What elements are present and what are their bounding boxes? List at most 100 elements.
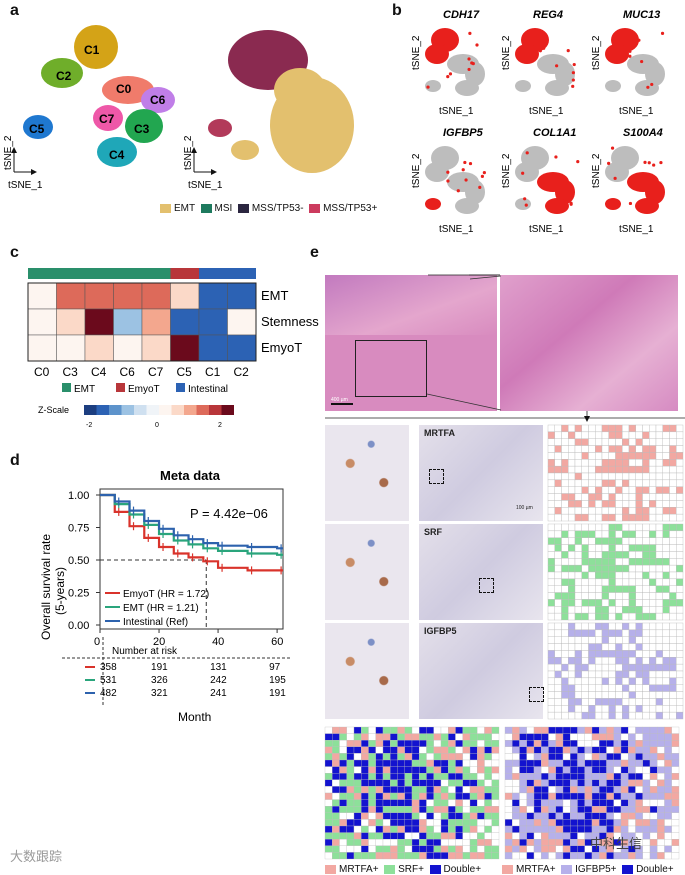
zscale-label: Z-Scale: [38, 405, 69, 415]
grid-cell: [561, 612, 569, 621]
combined-grid-cell: [526, 733, 535, 741]
combined-grid-cell: [606, 819, 614, 827]
grid-cell: [635, 445, 643, 453]
grid-cell: [669, 544, 677, 552]
grid-cell: [622, 705, 630, 713]
combined-grid-cell: [664, 812, 672, 820]
combined-grid-cell: [346, 825, 355, 833]
combined-grid-cell: [613, 825, 622, 833]
combined-grid-cell: [562, 753, 571, 761]
grid-cell: [547, 431, 555, 439]
grid-cell: [622, 585, 630, 593]
grid-cell: [676, 438, 684, 446]
grid-cell: [676, 537, 684, 545]
grid-cell: [662, 493, 670, 501]
combined-grid-cell: [533, 806, 542, 813]
legend-intestinal-swatch: [176, 383, 185, 392]
combined-grid-cell: [368, 726, 376, 734]
grid-cell: [554, 657, 562, 665]
grid-cell: [669, 698, 677, 706]
combined-grid-cell: [555, 852, 564, 860]
grid-cell: [554, 698, 562, 706]
feature-blob: [455, 80, 479, 96]
combined-grid-cell: [649, 786, 658, 794]
grid-cell: [574, 500, 582, 508]
combined-grid-cell: [390, 759, 398, 767]
grid-cell: [628, 599, 636, 607]
combined-grid-cell: [548, 753, 556, 761]
combined-grid-cell: [649, 753, 658, 761]
he-overview-image: 400 µm: [325, 275, 497, 411]
km-pvalue: P = 4.42e−06: [190, 506, 268, 521]
grid-cell: [649, 472, 657, 481]
combined-grid-cell: [455, 779, 463, 787]
combined-grid-cell: [642, 852, 651, 860]
grid-cell: [642, 438, 650, 446]
combined-grid-cell: [375, 819, 384, 827]
combined-grid-cell: [562, 733, 571, 741]
combined-grid-cell: [599, 773, 607, 780]
grid-cell: [554, 691, 562, 699]
feature-dot: [564, 200, 568, 205]
grid-cell: [669, 424, 677, 433]
combined-grid-cell: [375, 839, 384, 846]
grid-cell: [649, 663, 657, 672]
grid-cell: [649, 431, 657, 439]
combined-grid-cell: [390, 832, 398, 840]
combined-grid-cell: [324, 726, 333, 734]
grid-cell: [608, 507, 616, 515]
grid-cell: [615, 629, 623, 637]
combined-grid-cell: [606, 759, 614, 767]
grid-cell: [547, 544, 555, 552]
grid-cell: [581, 479, 589, 487]
grid-cell: [628, 523, 636, 532]
grid-cell: [622, 612, 630, 621]
grid-cell: [581, 691, 589, 699]
combined-grid-cell: [440, 759, 449, 767]
combined-grid-cell: [491, 852, 500, 860]
ihc-overview-image-srf: SRF: [419, 524, 543, 620]
grid-cell: [622, 663, 630, 672]
combined-grid-cell: [368, 825, 376, 833]
combined-grid-cell: [562, 832, 571, 840]
panel-label-b: b: [392, 2, 402, 19]
feature-dot: [542, 46, 546, 50]
combined-grid-cell: [577, 839, 585, 846]
grid-cell: [642, 452, 650, 460]
grid-cell: [642, 705, 650, 713]
combined-grid-cell: [346, 759, 355, 767]
grid-cell: [615, 438, 623, 446]
heatmap-cell: [84, 282, 114, 310]
combined-grid-cell: [361, 832, 369, 840]
combined-grid-cell: [512, 740, 520, 747]
zscale-swatch: [121, 405, 134, 415]
combined-grid-cell: [404, 812, 413, 820]
combined-grid-cell: [664, 733, 672, 741]
grid-cell: [574, 459, 582, 467]
combined-grid-cell: [375, 812, 384, 820]
grid-cell: [669, 606, 677, 614]
risk-cell: 191: [151, 662, 168, 673]
grid-cell: [628, 513, 636, 522]
combined-grid-cell: [419, 845, 427, 853]
combined-grid-cell: [404, 733, 413, 741]
combined-grid-cell: [382, 832, 391, 840]
feature-dot: [637, 38, 641, 42]
combined-grid-cell: [448, 773, 456, 780]
combined-grid-cell: [375, 733, 384, 741]
combined-grid-cell: [426, 839, 434, 846]
grid-cell: [595, 698, 603, 706]
grid-cell: [574, 479, 582, 487]
combined-grid-cell: [411, 740, 420, 747]
combined-grid-cell: [411, 779, 420, 787]
combined-grid-cell: [361, 806, 369, 813]
grid-cell: [642, 599, 650, 607]
combined-grid-cell: [649, 726, 658, 734]
combined-grid-cell: [642, 746, 651, 754]
combined-grid-cell: [599, 819, 607, 827]
combined-grid-cell: [339, 733, 347, 741]
grid-cell: [608, 606, 616, 614]
combined-grid-cell: [353, 773, 362, 780]
combined-grid-cell: [368, 852, 376, 860]
combined-grid-cell: [628, 740, 636, 747]
